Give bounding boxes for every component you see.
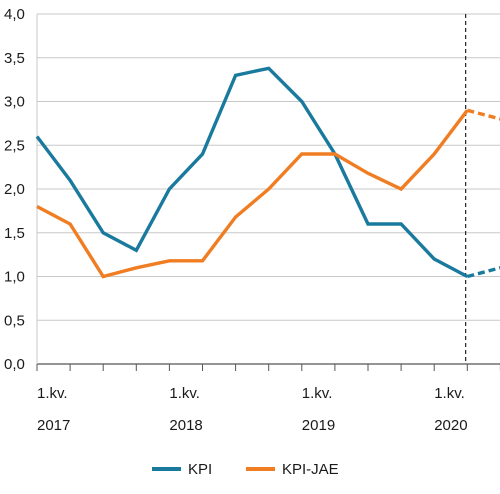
y-tick-label: 1,5 [4,225,25,242]
x-tick-label-year: 2017 [37,417,70,434]
y-tick-label: 4,0 [4,6,25,23]
y-tick-label: 3,5 [4,50,25,67]
x-tick-label-year: 2020 [434,417,467,434]
series-lines [35,66,500,279]
x-tick-label-year: 2019 [302,417,335,434]
x-axis-tick-labels: 1.kv. 2017 1.kv. 2018 1.kv. 2019 1.kv. 2020 [37,385,468,434]
y-tick-label: 0,5 [4,312,25,329]
y-tick-label: 0,0 [4,356,25,373]
series-forecast-kpi [466,266,500,279]
y-tick-label: 1,0 [4,269,25,286]
x-tick-label-quarter: 1.kv. [37,385,68,402]
y-tick-label: 2,0 [4,181,25,198]
y-tick-label: 3,0 [4,94,25,111]
x-tick-label-quarter: 1.kv. [434,385,465,402]
x-tick-label-year: 2018 [169,417,202,434]
series-line-kpi [35,66,469,279]
y-axis-tick-labels: 0,0 0,5 1,0 1,5 2,0 2,5 3,0 3,5 4,0 [4,6,25,373]
series-line-kpi-jae [36,109,469,279]
legend-label: KPI-JAE [282,461,339,478]
x-tick-label-quarter: 1.kv. [302,385,333,402]
legend-label: KPI [188,461,212,478]
y-tick-label: 2,5 [4,137,25,154]
series-forecast-kpi-jae [466,108,500,121]
legend: KPI KPI-JAE [152,461,339,478]
x-axis-tick-marks [36,364,500,371]
x-tick-label-quarter: 1.kv. [169,385,200,402]
